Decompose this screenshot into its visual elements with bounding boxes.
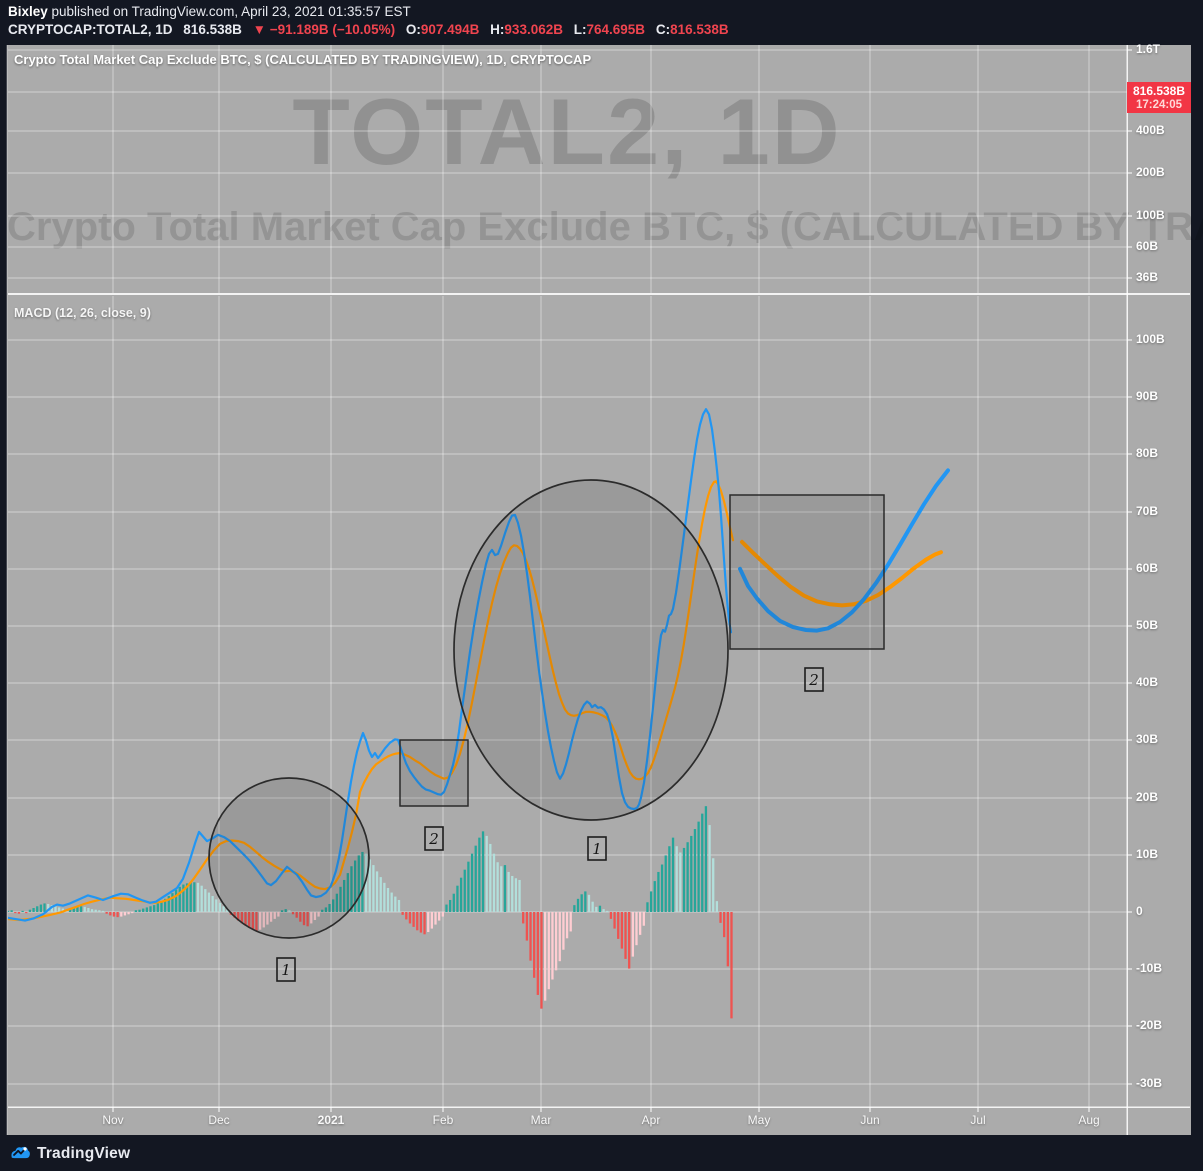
annotation-label-1-1[interactable]: 1 — [276, 957, 296, 982]
svg-text:2: 2 — [808, 671, 819, 689]
annotation-drawings[interactable] — [208, 479, 885, 939]
close-label: C: — [655, 22, 671, 37]
bar-countdown: 17:24:05 — [1135, 99, 1183, 111]
close-value: 816.538B — [670, 22, 729, 37]
annotation-rect-1[interactable] — [399, 739, 469, 807]
last-price-tag: 816.538B 17:24:05 — [1127, 82, 1191, 113]
time-axis-label-Jun: Jun — [860, 1113, 880, 1127]
macd-axis-tick: -30B — [1136, 1076, 1163, 1090]
axis-tick-marks — [112, 49, 1132, 1112]
time-axis-label-Aug: Aug — [1078, 1113, 1100, 1127]
macd-axis-tick: -20B — [1136, 1018, 1163, 1032]
annotation-ellipse-2[interactable] — [453, 479, 729, 821]
open-label: O: — [405, 22, 421, 37]
annotation-rect-2[interactable] — [729, 494, 885, 650]
price-axis-tick: 36B — [1136, 270, 1159, 284]
macd-axis-tick: 100B — [1136, 332, 1165, 346]
symbol-ohlc-bar: CRYPTOCAP:TOTAL2, 1D 816.538B ▼ −91.189B… — [8, 21, 1198, 39]
tradingview-brand[interactable]: TradingView — [9, 1143, 130, 1165]
macd-projection-line — [738, 468, 950, 633]
svg-text:1: 1 — [592, 840, 602, 858]
price-change: ▼ −91.189B (−10.05%) — [252, 22, 396, 37]
macd-axis-tick: 70B — [1136, 504, 1159, 518]
signal-line — [8, 480, 735, 922]
open-value: 907.494B — [420, 22, 480, 37]
time-axis-label-Mar: Mar — [530, 1113, 552, 1127]
signal-projection-line — [740, 539, 943, 608]
author-name: Bixley — [8, 4, 48, 19]
time-axis-label-Nov: Nov — [102, 1113, 124, 1127]
time-axis-label-Apr: Apr — [641, 1113, 661, 1127]
pane-borders — [6, 45, 1190, 1135]
price-pane-legend[interactable]: Crypto Total Market Cap Exclude BTC, $ (… — [14, 52, 592, 67]
high-label: H: — [490, 22, 505, 37]
macd-axis-tick: 80B — [1136, 446, 1159, 460]
low-label: L: — [573, 22, 587, 37]
high-value: 933.062B — [504, 22, 563, 37]
svg-text:2: 2 — [428, 830, 439, 848]
price-axis-tick: 1.6T — [1136, 42, 1161, 56]
last-price: 816.538B — [183, 22, 242, 37]
annotation-label-2-4[interactable]: 2 — [804, 667, 824, 692]
last-price-tag-value: 816.538B — [1132, 84, 1186, 98]
time-axis-label-Jul: Jul — [970, 1113, 986, 1127]
tradingview-logo-icon — [9, 1143, 31, 1165]
annotation-label-2-3[interactable]: 2 — [424, 826, 444, 851]
macd-line — [8, 408, 733, 922]
macd-axis-tick: 90B — [1136, 389, 1159, 403]
svg-text:1: 1 — [281, 961, 291, 979]
macd-axis-tick: 60B — [1136, 561, 1159, 575]
macd-axis-tick: 40B — [1136, 675, 1159, 689]
macd-axis-tick: 30B — [1136, 732, 1159, 746]
macd-axis-tick: 0 — [1136, 904, 1143, 918]
annotation-ellipse-1[interactable] — [208, 777, 370, 939]
price-axis-tick: 200B — [1136, 165, 1165, 179]
symbol-title: CRYPTOCAP:TOTAL2, 1D — [8, 22, 173, 37]
price-axis-tick: 60B — [1136, 239, 1159, 253]
time-axis-label-May: May — [747, 1113, 771, 1127]
time-axis-label-Dec: Dec — [208, 1113, 230, 1127]
publish-details: published on TradingView.com, April 23, … — [47, 4, 411, 19]
price-axis-tick: 100B — [1136, 208, 1165, 222]
macd-axis-tick: 10B — [1136, 847, 1159, 861]
time-axis-label-Feb: Feb — [432, 1113, 454, 1127]
tradingview-brand-text: TradingView — [37, 1145, 131, 1162]
macd-axis-tick: 50B — [1136, 618, 1159, 632]
macd-pane-legend[interactable]: MACD (12, 26, close, 9) — [14, 306, 151, 320]
low-value: 764.695B — [586, 22, 646, 37]
time-axis-label-2021: 2021 — [317, 1113, 345, 1127]
chart-surface[interactable] — [7, 45, 1191, 1135]
publish-info-bar: Bixley published on TradingView.com, Apr… — [8, 3, 1198, 21]
annotation-label-1-2[interactable]: 1 — [587, 836, 607, 861]
macd-axis-tick: -10B — [1136, 961, 1163, 975]
price-axis-tick: 400B — [1136, 123, 1165, 137]
footer-bar — [0, 1135, 1203, 1171]
macd-histogram — [8, 806, 733, 1019]
macd-axis-tick: 20B — [1136, 790, 1159, 804]
